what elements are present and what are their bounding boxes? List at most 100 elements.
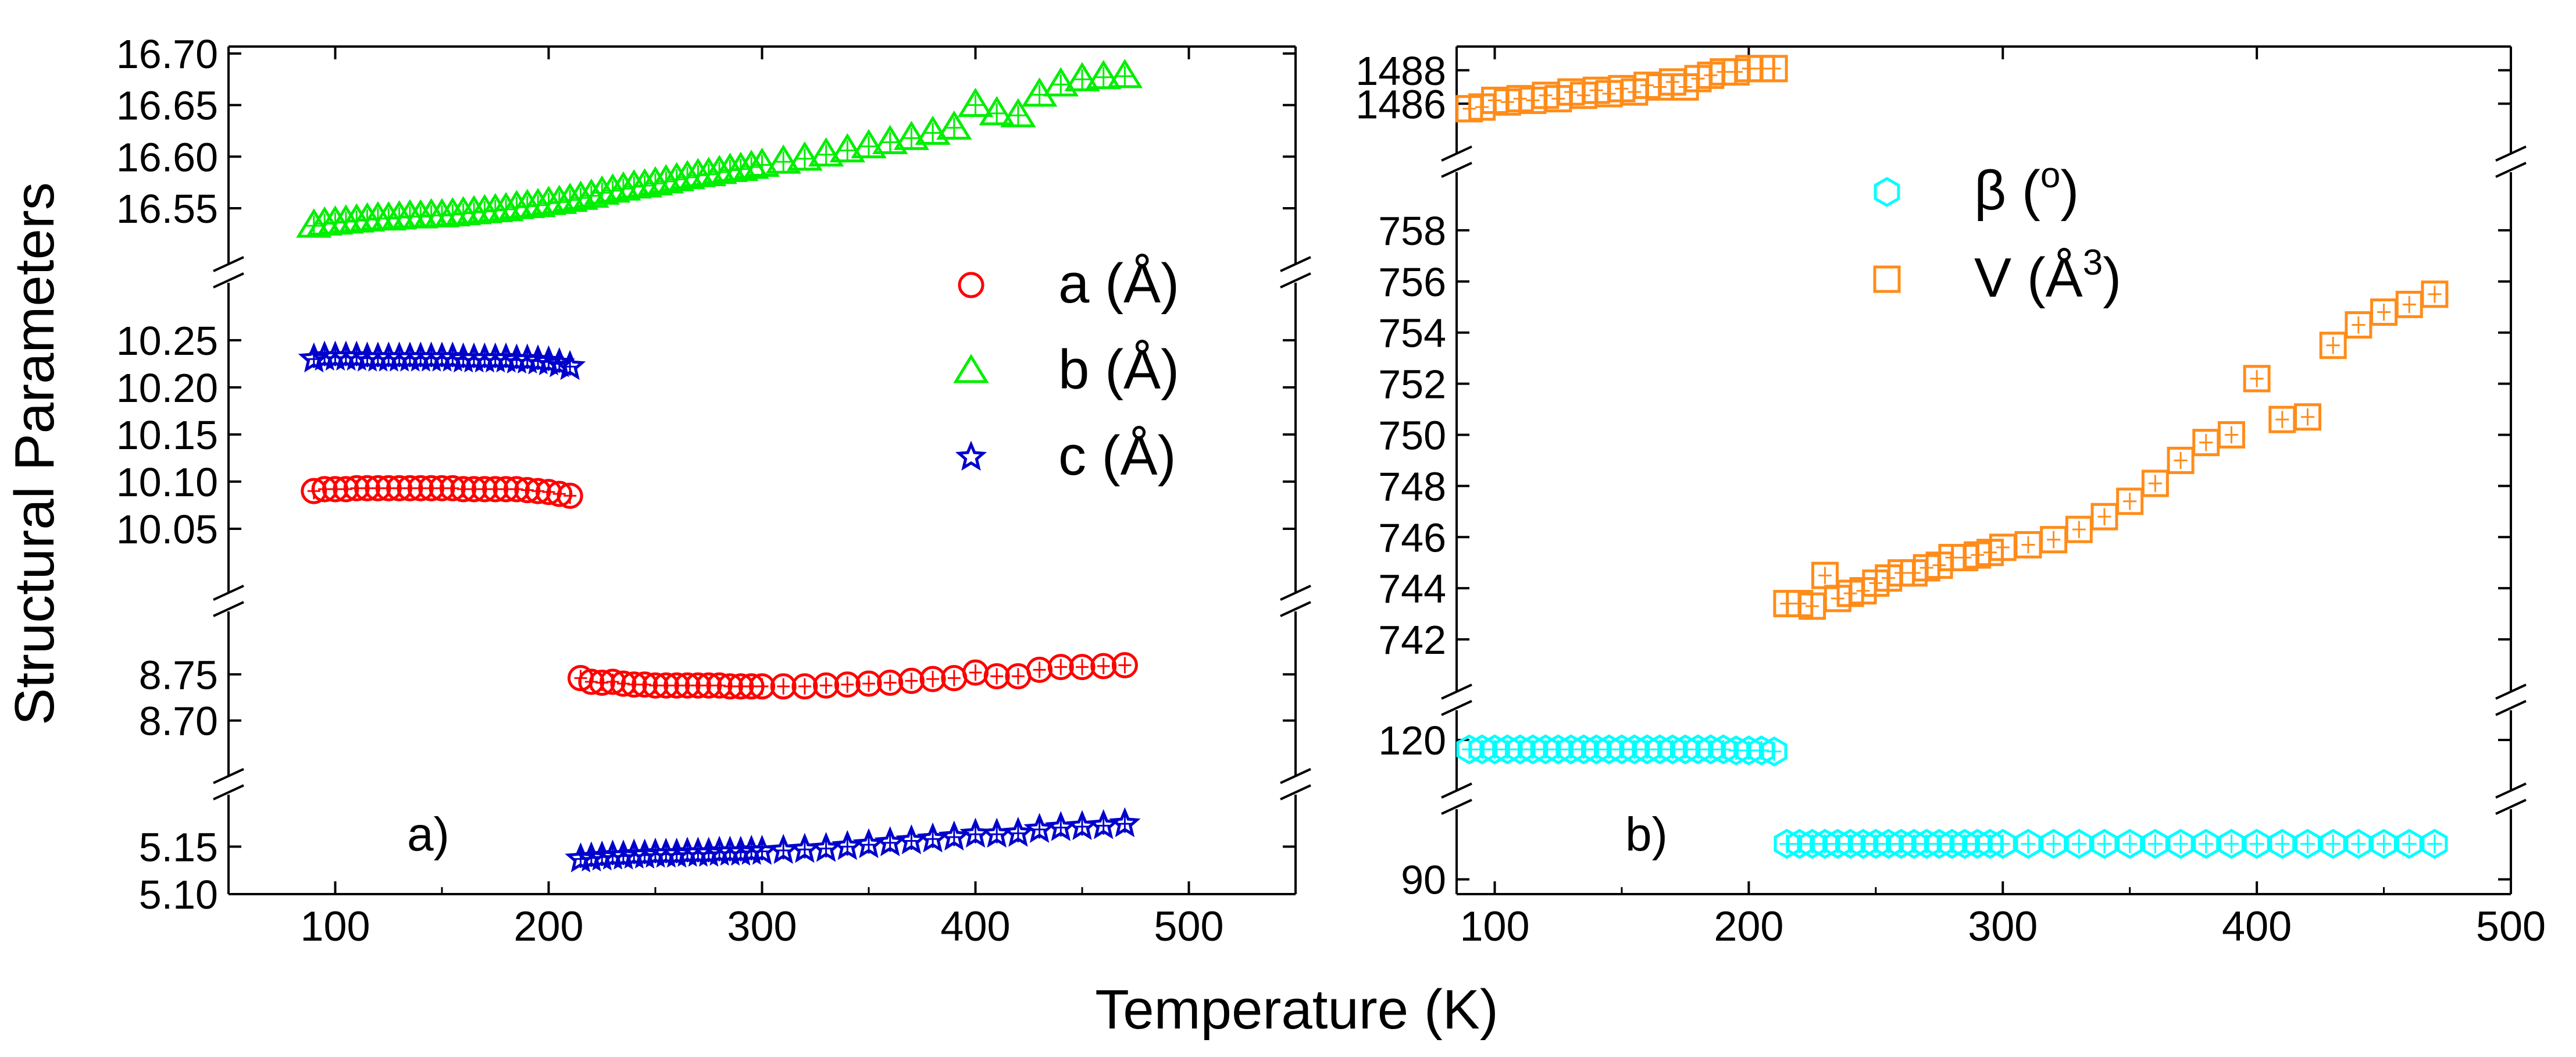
y-tick-label: 1486: [1355, 81, 1446, 127]
data-point: [1672, 734, 1699, 765]
data-point: [1047, 654, 1074, 681]
data-point: [1107, 59, 1143, 88]
data-point: [514, 477, 541, 504]
data-point: [1069, 654, 1096, 681]
axis-break-mark: [1280, 784, 1311, 800]
data-point: [1697, 734, 1724, 765]
data-point: [2015, 828, 2042, 859]
x-tick-label: 400: [940, 903, 1010, 950]
data-point: [919, 665, 946, 692]
y-tick-label: 756: [1378, 259, 1446, 305]
y-tick-label: 754: [1378, 311, 1446, 356]
y-tick-label: 10.05: [116, 507, 218, 552]
data-point: [2243, 365, 2271, 393]
data-point: [2421, 828, 2448, 859]
data-point: [2040, 828, 2067, 859]
data-point: [1761, 736, 1787, 767]
data-point: [936, 110, 972, 140]
axis-break-mark: [1441, 162, 1472, 178]
x-axis-label: Temperature (K): [1095, 978, 1498, 1041]
legend-symbol: [1874, 177, 1900, 207]
data-point: [1863, 828, 1889, 859]
data-point: [1634, 734, 1661, 765]
data-point: [1926, 828, 1953, 859]
axis-break-mark: [1441, 145, 1472, 162]
panel-label: a): [407, 808, 449, 861]
data-point: [1621, 734, 1648, 765]
data-point: [301, 478, 327, 504]
data-point: [1494, 734, 1521, 765]
data-point: [1710, 734, 1737, 765]
data-point: [1900, 828, 1927, 859]
x-tick-label: 100: [1460, 903, 1529, 950]
data-point: [1939, 828, 1965, 859]
y-tick-label: 16.70: [116, 31, 218, 77]
data-point: [1571, 734, 1597, 765]
axis-break-mark: [1280, 272, 1311, 289]
axis-break-mark: [2495, 799, 2527, 815]
axis-break-mark: [1441, 684, 1472, 700]
data-point: [546, 481, 573, 507]
data-point: [2090, 503, 2118, 531]
data-point: [1685, 734, 1711, 765]
legend-label: b (Å): [1058, 339, 1179, 401]
data-point: [1951, 828, 1978, 859]
data-point: [1748, 735, 1775, 766]
data-point: [893, 120, 930, 150]
axis-break-mark: [2495, 145, 2527, 162]
legend: β (o) V (Å3): [1873, 155, 2121, 309]
axis-break-mark: [2495, 700, 2527, 716]
axis-break-mark: [1441, 700, 1472, 716]
data-point: [2243, 828, 2270, 859]
data-point: [2065, 828, 2092, 859]
data-point: [834, 671, 861, 698]
legend: a (Å) b (Å) c (Å): [953, 252, 1179, 487]
x-tick-label: 200: [1714, 903, 1783, 950]
data-point: [1774, 828, 1800, 859]
data-point: [915, 115, 951, 145]
y-tick-label: 16.55: [116, 186, 218, 232]
y-tick-label: 8.75: [139, 652, 218, 697]
data-point: [851, 129, 887, 159]
data-point: [2371, 828, 2397, 859]
axis-break-mark: [1441, 799, 1472, 815]
data-point: [2193, 828, 2220, 859]
data-point: [877, 670, 904, 696]
y-tick-label: 10.15: [116, 412, 218, 458]
y-tick-label: 5.10: [139, 872, 218, 917]
x-axis-ticks: 100 200 300 400 500: [227, 47, 1297, 950]
data-point: [957, 87, 994, 118]
y-tick-label: 752: [1378, 362, 1446, 407]
data-point: [525, 478, 551, 504]
axis-break-mark: [1280, 585, 1311, 601]
data-point: [1000, 98, 1036, 127]
y-tick-label: 120: [1378, 718, 1446, 763]
data-point: [765, 144, 801, 174]
x-tick-label: 400: [2222, 903, 2292, 950]
axis-break-mark: [2495, 162, 2527, 178]
data-point: [2141, 469, 2169, 497]
axis-break-mark: [213, 585, 244, 601]
legend-label: a (Å): [1058, 252, 1179, 315]
data-point: [1085, 59, 1122, 90]
data-point: [1064, 62, 1100, 91]
data-point: [1469, 734, 1496, 765]
data-point: [1596, 734, 1622, 765]
y-tick-label: 750: [1378, 413, 1446, 458]
axis-break-mark: [213, 784, 244, 800]
data-point: [1786, 828, 1813, 859]
data-point: [1913, 828, 1940, 859]
series-triangle: [296, 59, 1143, 238]
data-point: [600, 668, 626, 695]
data-point: [1989, 828, 2016, 859]
axis-break-mark: [213, 272, 244, 289]
y-tick-label: 1488: [1355, 48, 1446, 94]
legend-symbol: [958, 272, 984, 298]
data-point: [1545, 734, 1572, 765]
y-tick-label: 746: [1378, 515, 1446, 560]
data-point: [503, 476, 530, 503]
axis-break-mark: [1280, 768, 1311, 784]
data-point: [770, 673, 797, 700]
